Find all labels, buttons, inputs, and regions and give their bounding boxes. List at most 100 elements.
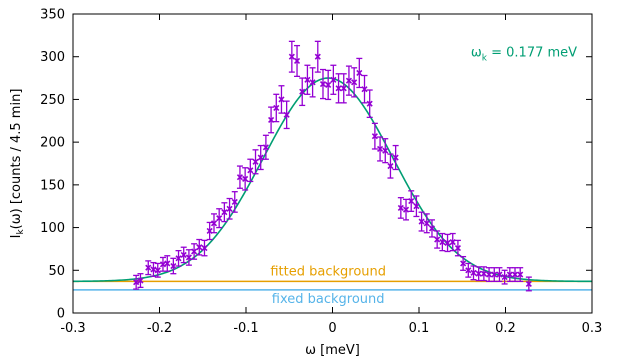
marker-stroke <box>288 53 295 60</box>
data-point <box>366 89 373 119</box>
marker-stroke <box>340 85 347 92</box>
data-point <box>226 197 233 220</box>
x-tick-label: 0.2 <box>495 321 516 336</box>
marker-stroke <box>226 205 233 212</box>
marker-stroke <box>170 262 177 270</box>
data-point <box>206 221 213 241</box>
y-tick-label: 350 <box>40 8 65 23</box>
marker-stroke <box>206 227 213 235</box>
data-point <box>356 57 363 89</box>
marker-stroke <box>145 264 152 271</box>
marker-stroke <box>330 76 337 83</box>
y-tick-label: 200 <box>40 136 65 151</box>
marker-stroke <box>511 271 519 278</box>
data-point <box>268 106 275 134</box>
x-tick-label: -0.1 <box>233 321 258 336</box>
marker-stroke <box>345 77 353 84</box>
marker-stroke <box>351 79 358 86</box>
marker-stroke <box>402 206 410 213</box>
data-point <box>439 232 446 252</box>
data-point <box>496 267 503 283</box>
x-tick-label: 0.1 <box>409 321 430 336</box>
marker-stroke <box>319 80 327 88</box>
data-point <box>252 149 259 175</box>
data-point <box>210 213 218 234</box>
data-point <box>175 249 182 267</box>
annotation-symbol: ω <box>471 45 482 60</box>
data-point <box>236 165 244 189</box>
marker-stroke <box>413 203 420 210</box>
data-point <box>273 93 280 123</box>
marker-stroke <box>325 81 332 88</box>
marker-stroke <box>201 245 208 252</box>
marker-stroke <box>387 162 394 170</box>
x-tick-label: -0.2 <box>147 321 172 336</box>
marker-stroke <box>257 154 264 161</box>
data-point <box>257 144 264 171</box>
marker-stroke <box>268 116 275 123</box>
y-tick-label: 150 <box>40 178 65 193</box>
marker-stroke <box>428 225 436 232</box>
data-point <box>309 67 316 98</box>
data-point <box>288 40 295 73</box>
marker-stroke <box>361 86 368 93</box>
data-point <box>242 167 249 191</box>
data-point <box>145 260 152 276</box>
marker-stroke <box>262 144 269 151</box>
data-point <box>475 266 482 282</box>
marker-stroke <box>434 236 441 243</box>
data-point <box>408 190 415 212</box>
marker-stroke <box>196 244 203 251</box>
data-point <box>377 136 384 162</box>
data-point <box>511 267 519 283</box>
marker-stroke <box>150 266 157 273</box>
marker-stroke <box>485 271 493 278</box>
marker-stroke <box>517 271 524 278</box>
marker-stroke <box>439 239 446 246</box>
data-point <box>191 243 198 260</box>
data-point <box>371 122 378 150</box>
marker-stroke <box>242 175 249 182</box>
x-tick-label: 0.3 <box>582 321 603 336</box>
data-point <box>164 255 171 272</box>
marker-stroke <box>216 215 223 222</box>
marker-stroke <box>366 100 373 107</box>
y-tick-label: 50 <box>48 264 65 279</box>
data-point <box>460 255 467 271</box>
data-point <box>382 138 389 164</box>
y-axis-label: Ik(ω) [counts / 4.5 min] <box>9 89 26 239</box>
data-point <box>221 202 228 223</box>
marker-stroke <box>164 260 171 267</box>
marker-stroke <box>210 220 218 227</box>
fitted-background-label: fitted background <box>270 264 386 279</box>
data-point <box>444 233 451 253</box>
marker-stroke <box>137 277 144 284</box>
fit-curve <box>72 77 593 283</box>
data-point <box>185 249 192 266</box>
data-point <box>319 68 327 100</box>
marker-stroke <box>371 133 378 140</box>
data-point <box>314 40 321 73</box>
data-point <box>480 266 487 282</box>
marker-stroke <box>185 254 192 261</box>
data-point <box>501 269 508 285</box>
marker-stroke <box>221 209 228 216</box>
data-point <box>216 208 223 229</box>
marker-stroke <box>175 255 182 262</box>
data-point <box>170 257 177 275</box>
marker-stroke <box>470 269 477 276</box>
marker-stroke <box>525 280 532 288</box>
data-point <box>392 144 399 171</box>
annotation-value: = 0.177 meV <box>487 45 577 60</box>
marker-stroke <box>480 270 487 277</box>
marker-stroke <box>314 53 321 60</box>
data-point <box>340 73 347 104</box>
data-point <box>470 265 477 281</box>
marker-stroke <box>449 239 456 246</box>
y-axis-label-main: I <box>9 235 24 239</box>
marker-stroke <box>444 239 451 247</box>
data-point <box>231 191 238 213</box>
annotation-subscript: k <box>482 53 488 63</box>
data-point <box>345 65 353 96</box>
